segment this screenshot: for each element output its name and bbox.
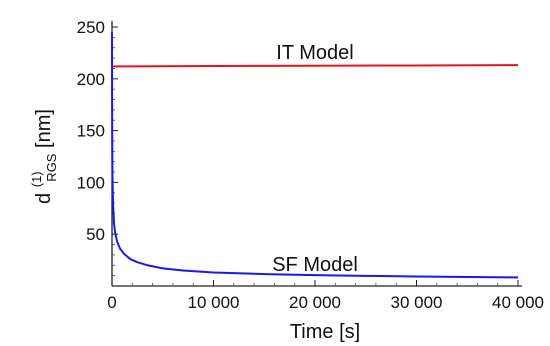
x-axis-title: Time [s]	[290, 321, 360, 343]
y-tick-label: 150	[77, 122, 105, 141]
y-ticks: 50 100 150 200 250	[77, 18, 118, 277]
series-line-it-model	[111, 64, 519, 68]
series-layer	[111, 32, 519, 279]
x-tick-label: 20 000	[289, 293, 341, 312]
y-tick-label: 50	[86, 225, 105, 244]
x-tick-label: 0	[107, 293, 116, 312]
y-axis-title-unit: [nm]	[33, 109, 55, 148]
y-axis-title-superscript: (1)	[29, 171, 44, 187]
x-tick-label: 10 000	[188, 293, 240, 312]
series-line-sf-model	[111, 32, 519, 279]
annotation-it-model: IT Model	[276, 42, 353, 64]
y-tick-label: 200	[77, 70, 105, 89]
x-tick-label: 30 000	[391, 293, 443, 312]
annotation-sf-model: SF Model	[272, 254, 358, 276]
annotation-layer: IT Model SF Model	[272, 42, 358, 276]
x-tick-label: 40 000	[492, 293, 544, 312]
y-axis-title-subscript: RGS	[44, 153, 59, 182]
axes: 50 100 150 200 250 0 10 000 20 000 30 000 40 000	[77, 18, 544, 312]
y-tick-label: 250	[77, 18, 105, 37]
y-tick-label: 100	[77, 173, 105, 192]
y-axis-title: d (1) RGS [nm]	[24, 109, 61, 204]
y-axis-title-base: d	[33, 193, 55, 204]
x-ticks: 0 10 000 20 000 30 000 40 000	[107, 280, 544, 312]
